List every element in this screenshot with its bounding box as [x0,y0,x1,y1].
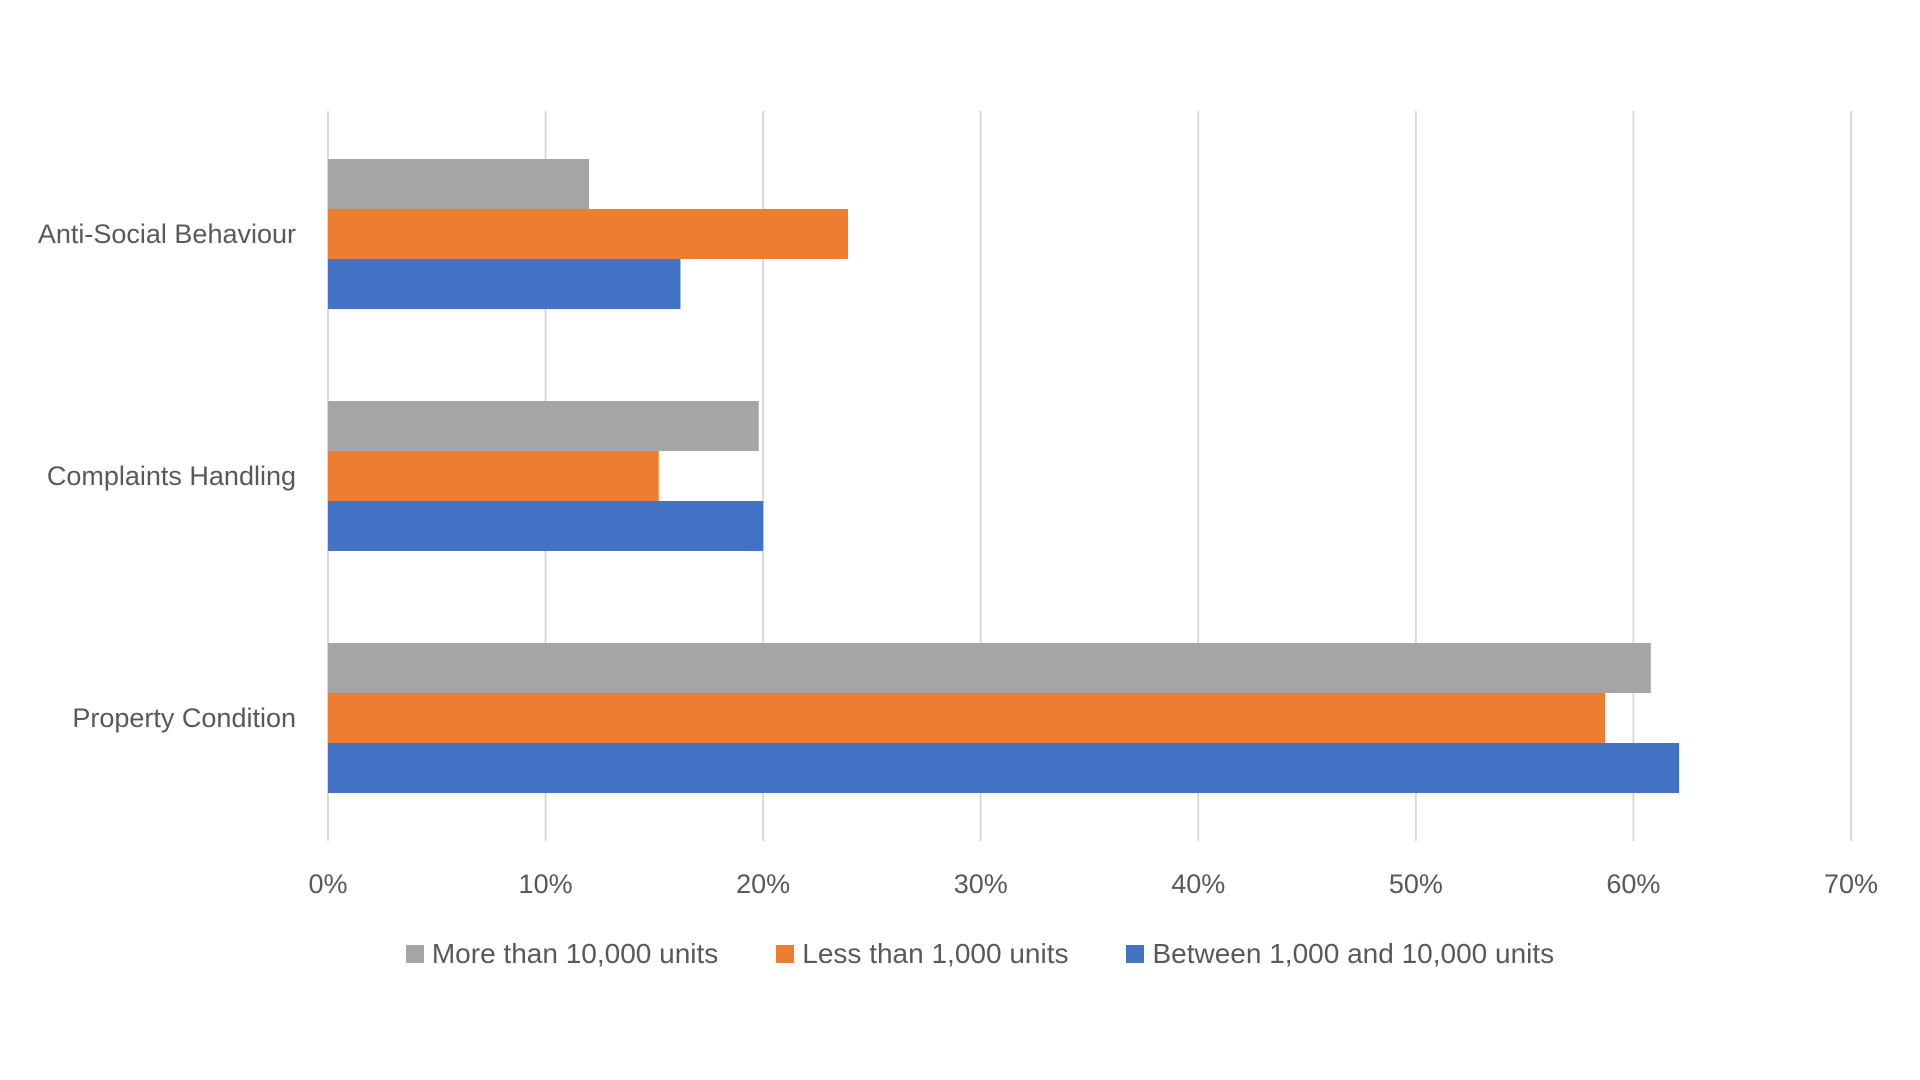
bar-0-2 [328,259,681,309]
legend-item: More than 10,000 units [405,938,719,970]
legend-item: Less than 1,000 units [776,938,1068,970]
legend-swatch [1126,945,1145,963]
legend-label: More than 10,000 units [431,938,719,969]
bar-1-0 [328,401,759,451]
x-tick-label: 40% [1171,869,1225,899]
category-label: Anti-Social Behaviour [38,219,296,249]
bar-0-1 [328,209,848,259]
legend-label: Less than 1,000 units [802,938,1069,969]
bar-2-2 [328,743,1680,793]
bar-1-1 [328,451,659,501]
x-tick-label: 0% [308,869,347,899]
bar-2-0 [328,643,1651,693]
category-label: Complaints Handling [47,461,296,491]
legend: More than 10,000 units Less than 1,000 un… [0,938,1920,970]
legend-swatch [776,945,795,963]
x-tick-label: 30% [954,869,1008,899]
x-tick-label: 50% [1389,869,1443,899]
legend-swatch [405,945,424,963]
bar-1-2 [328,501,764,551]
bar-2-1 [328,693,1606,743]
x-tick-label: 10% [519,869,573,899]
x-tick-label: 60% [1606,869,1660,899]
category-label: Property Condition [72,703,296,733]
x-tick-label: 70% [1824,869,1878,899]
bar-0-0 [328,159,590,209]
x-tick-label: 20% [736,869,790,899]
legend-item: Between 1,000 and 10,000 units [1126,938,1554,970]
legend-label: Between 1,000 and 10,000 units [1152,938,1555,969]
